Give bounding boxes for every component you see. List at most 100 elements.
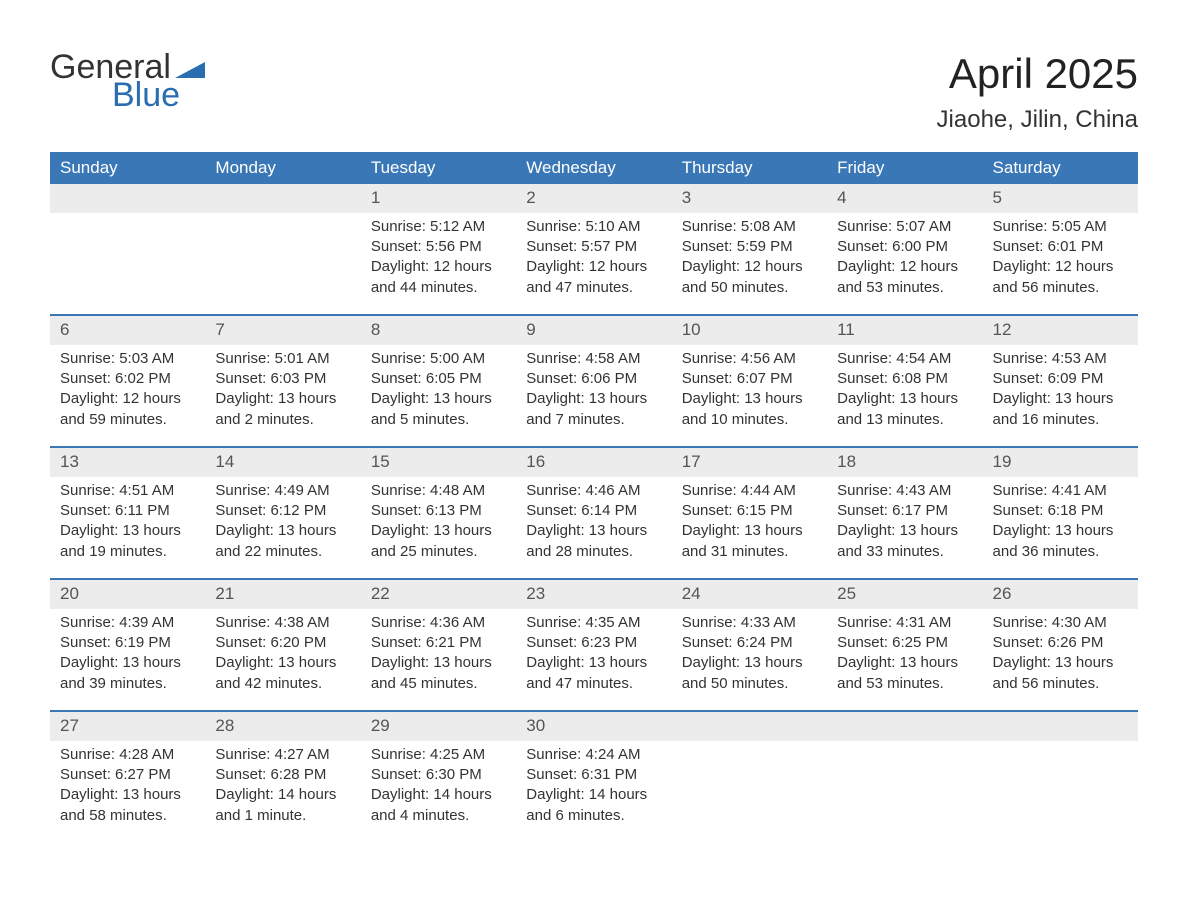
sunset-line: Sunset: 6:26 PM bbox=[993, 633, 1128, 653]
day-number: 22 bbox=[361, 580, 516, 609]
sunrise-line: Sunrise: 4:51 AM bbox=[60, 481, 195, 501]
daylight-line: Daylight: 13 hours and 10 minutes. bbox=[682, 389, 817, 430]
day-number: 19 bbox=[983, 448, 1138, 477]
sunrise-line: Sunrise: 4:27 AM bbox=[215, 745, 350, 765]
calendar-cell bbox=[827, 712, 982, 842]
calendar-cell bbox=[205, 184, 360, 314]
day-body: Sunrise: 4:30 AMSunset: 6:26 PMDaylight:… bbox=[983, 609, 1138, 704]
calendar-week: 1Sunrise: 5:12 AMSunset: 5:56 PMDaylight… bbox=[50, 184, 1138, 314]
day-body: Sunrise: 4:56 AMSunset: 6:07 PMDaylight:… bbox=[672, 345, 827, 440]
sunrise-line: Sunrise: 5:01 AM bbox=[215, 349, 350, 369]
sunset-line: Sunset: 5:59 PM bbox=[682, 237, 817, 257]
daylight-line: Daylight: 14 hours and 4 minutes. bbox=[371, 785, 506, 826]
day-number: 29 bbox=[361, 712, 516, 741]
sunset-line: Sunset: 6:00 PM bbox=[837, 237, 972, 257]
day-number: 3 bbox=[672, 184, 827, 213]
day-number: 9 bbox=[516, 316, 671, 345]
calendar-cell: 6Sunrise: 5:03 AMSunset: 6:02 PMDaylight… bbox=[50, 316, 205, 446]
sunset-line: Sunset: 6:31 PM bbox=[526, 765, 661, 785]
day-body: Sunrise: 4:51 AMSunset: 6:11 PMDaylight:… bbox=[50, 477, 205, 572]
sunset-line: Sunset: 6:12 PM bbox=[215, 501, 350, 521]
calendar-cell: 13Sunrise: 4:51 AMSunset: 6:11 PMDayligh… bbox=[50, 448, 205, 578]
sunset-line: Sunset: 6:08 PM bbox=[837, 369, 972, 389]
daylight-line: Daylight: 13 hours and 28 minutes. bbox=[526, 521, 661, 562]
sunrise-line: Sunrise: 4:46 AM bbox=[526, 481, 661, 501]
calendar-table: SundayMondayTuesdayWednesdayThursdayFrid… bbox=[50, 152, 1138, 842]
sunrise-line: Sunrise: 4:56 AM bbox=[682, 349, 817, 369]
day-body: Sunrise: 5:12 AMSunset: 5:56 PMDaylight:… bbox=[361, 213, 516, 308]
day-body: Sunrise: 4:41 AMSunset: 6:18 PMDaylight:… bbox=[983, 477, 1138, 572]
sunrise-line: Sunrise: 4:36 AM bbox=[371, 613, 506, 633]
day-number: 1 bbox=[361, 184, 516, 213]
day-body: Sunrise: 5:05 AMSunset: 6:01 PMDaylight:… bbox=[983, 213, 1138, 308]
daylight-line: Daylight: 13 hours and 36 minutes. bbox=[993, 521, 1128, 562]
sunrise-line: Sunrise: 4:48 AM bbox=[371, 481, 506, 501]
sunrise-line: Sunrise: 4:30 AM bbox=[993, 613, 1128, 633]
daylight-line: Daylight: 13 hours and 42 minutes. bbox=[215, 653, 350, 694]
day-number: 5 bbox=[983, 184, 1138, 213]
sunset-line: Sunset: 6:19 PM bbox=[60, 633, 195, 653]
daylight-line: Daylight: 13 hours and 31 minutes. bbox=[682, 521, 817, 562]
sunset-line: Sunset: 6:24 PM bbox=[682, 633, 817, 653]
sunrise-line: Sunrise: 4:31 AM bbox=[837, 613, 972, 633]
calendar-cell: 9Sunrise: 4:58 AMSunset: 6:06 PMDaylight… bbox=[516, 316, 671, 446]
day-number: 28 bbox=[205, 712, 360, 741]
brand-logo: General Blue bbox=[50, 50, 205, 112]
daylight-line: Daylight: 13 hours and 7 minutes. bbox=[526, 389, 661, 430]
calendar-week: 27Sunrise: 4:28 AMSunset: 6:27 PMDayligh… bbox=[50, 712, 1138, 842]
daylight-line: Daylight: 13 hours and 39 minutes. bbox=[60, 653, 195, 694]
sunset-line: Sunset: 6:18 PM bbox=[993, 501, 1128, 521]
sunset-line: Sunset: 6:15 PM bbox=[682, 501, 817, 521]
calendar-cell: 15Sunrise: 4:48 AMSunset: 6:13 PMDayligh… bbox=[361, 448, 516, 578]
sunset-line: Sunset: 6:20 PM bbox=[215, 633, 350, 653]
day-body: Sunrise: 4:48 AMSunset: 6:13 PMDaylight:… bbox=[361, 477, 516, 572]
daylight-line: Daylight: 13 hours and 47 minutes. bbox=[526, 653, 661, 694]
calendar-cell: 19Sunrise: 4:41 AMSunset: 6:18 PMDayligh… bbox=[983, 448, 1138, 578]
day-header-row: SundayMondayTuesdayWednesdayThursdayFrid… bbox=[50, 152, 1138, 184]
day-header: Sunday bbox=[50, 152, 205, 184]
day-body: Sunrise: 4:38 AMSunset: 6:20 PMDaylight:… bbox=[205, 609, 360, 704]
day-number: 30 bbox=[516, 712, 671, 741]
sunset-line: Sunset: 5:57 PM bbox=[526, 237, 661, 257]
daylight-line: Daylight: 13 hours and 58 minutes. bbox=[60, 785, 195, 826]
calendar-cell: 26Sunrise: 4:30 AMSunset: 6:26 PMDayligh… bbox=[983, 580, 1138, 710]
sunrise-line: Sunrise: 4:28 AM bbox=[60, 745, 195, 765]
title-block: April 2025 Jiaohe, Jilin, China bbox=[937, 50, 1138, 134]
day-body: Sunrise: 4:39 AMSunset: 6:19 PMDaylight:… bbox=[50, 609, 205, 704]
day-number: 11 bbox=[827, 316, 982, 345]
daylight-line: Daylight: 13 hours and 25 minutes. bbox=[371, 521, 506, 562]
daylight-line: Daylight: 14 hours and 6 minutes. bbox=[526, 785, 661, 826]
day-body: Sunrise: 4:36 AMSunset: 6:21 PMDaylight:… bbox=[361, 609, 516, 704]
day-body: Sunrise: 4:43 AMSunset: 6:17 PMDaylight:… bbox=[827, 477, 982, 572]
day-number: 4 bbox=[827, 184, 982, 213]
day-header: Saturday bbox=[983, 152, 1138, 184]
sunset-line: Sunset: 6:27 PM bbox=[60, 765, 195, 785]
day-number bbox=[672, 712, 827, 741]
daylight-line: Daylight: 13 hours and 45 minutes. bbox=[371, 653, 506, 694]
sunrise-line: Sunrise: 5:03 AM bbox=[60, 349, 195, 369]
sunrise-line: Sunrise: 4:53 AM bbox=[993, 349, 1128, 369]
calendar-cell: 28Sunrise: 4:27 AMSunset: 6:28 PMDayligh… bbox=[205, 712, 360, 842]
calendar-cell: 16Sunrise: 4:46 AMSunset: 6:14 PMDayligh… bbox=[516, 448, 671, 578]
calendar-cell: 18Sunrise: 4:43 AMSunset: 6:17 PMDayligh… bbox=[827, 448, 982, 578]
day-number: 13 bbox=[50, 448, 205, 477]
day-number: 7 bbox=[205, 316, 360, 345]
calendar-week: 6Sunrise: 5:03 AMSunset: 6:02 PMDaylight… bbox=[50, 316, 1138, 446]
sunrise-line: Sunrise: 5:12 AM bbox=[371, 217, 506, 237]
day-body: Sunrise: 4:53 AMSunset: 6:09 PMDaylight:… bbox=[983, 345, 1138, 440]
day-number: 24 bbox=[672, 580, 827, 609]
calendar-cell: 5Sunrise: 5:05 AMSunset: 6:01 PMDaylight… bbox=[983, 184, 1138, 314]
sunrise-line: Sunrise: 4:25 AM bbox=[371, 745, 506, 765]
daylight-line: Daylight: 13 hours and 2 minutes. bbox=[215, 389, 350, 430]
calendar-cell: 20Sunrise: 4:39 AMSunset: 6:19 PMDayligh… bbox=[50, 580, 205, 710]
day-number: 21 bbox=[205, 580, 360, 609]
sunrise-line: Sunrise: 4:33 AM bbox=[682, 613, 817, 633]
day-header: Wednesday bbox=[516, 152, 671, 184]
page-header: General Blue April 2025 Jiaohe, Jilin, C… bbox=[50, 50, 1138, 134]
calendar-cell: 22Sunrise: 4:36 AMSunset: 6:21 PMDayligh… bbox=[361, 580, 516, 710]
day-number bbox=[50, 184, 205, 213]
calendar-cell: 23Sunrise: 4:35 AMSunset: 6:23 PMDayligh… bbox=[516, 580, 671, 710]
day-body: Sunrise: 4:24 AMSunset: 6:31 PMDaylight:… bbox=[516, 741, 671, 836]
sunset-line: Sunset: 6:14 PM bbox=[526, 501, 661, 521]
sunset-line: Sunset: 6:02 PM bbox=[60, 369, 195, 389]
